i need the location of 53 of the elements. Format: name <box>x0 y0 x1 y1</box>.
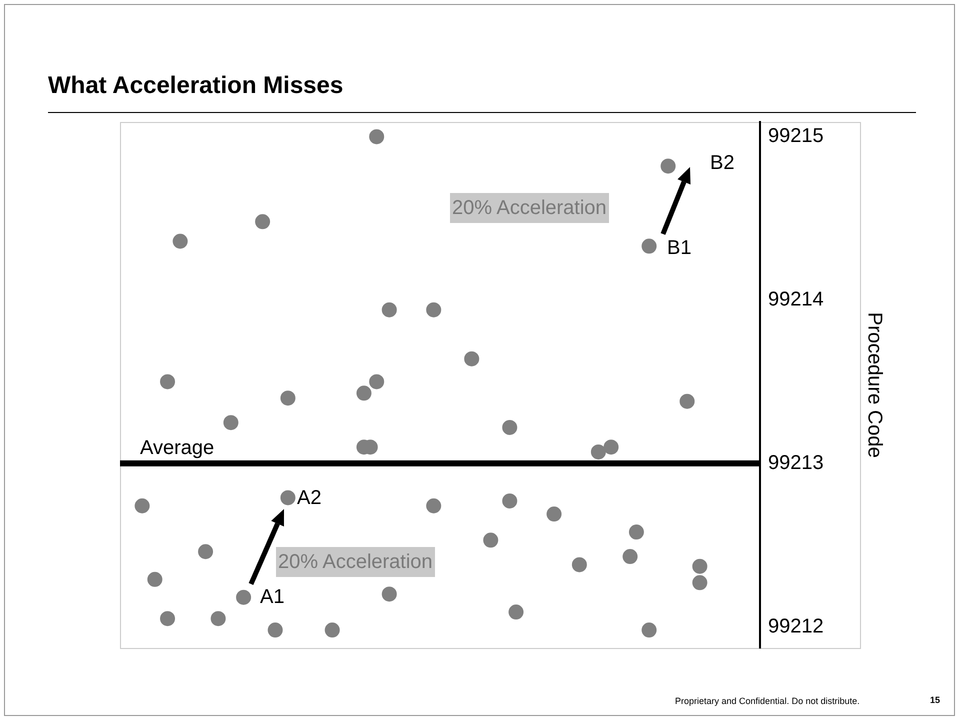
point <box>280 390 296 406</box>
point <box>223 415 238 430</box>
point <box>172 234 188 249</box>
annotation: 20% Acceleration <box>276 547 435 577</box>
point <box>324 622 340 638</box>
annotation: A2 <box>297 486 322 510</box>
point <box>642 622 657 638</box>
annotation: B2 <box>710 151 734 175</box>
point <box>622 549 638 564</box>
point <box>502 420 518 435</box>
point <box>680 394 695 409</box>
point <box>483 532 498 548</box>
text: 15 <box>930 695 940 705</box>
point <box>502 493 518 508</box>
point <box>426 302 442 318</box>
y-tick-label: 99213 <box>768 452 824 474</box>
point <box>147 572 162 587</box>
y-tick-label: 99214 <box>768 288 824 311</box>
point <box>134 498 150 514</box>
annotation: A1 <box>260 585 284 609</box>
point <box>508 604 524 620</box>
point <box>198 544 214 560</box>
point <box>426 498 442 514</box>
point <box>590 444 606 460</box>
point <box>572 557 587 572</box>
point <box>660 158 676 174</box>
chart-title: What Acceleration Misses <box>48 72 344 100</box>
point <box>255 214 270 230</box>
ref-line-label: Average <box>140 436 214 459</box>
point <box>369 374 384 390</box>
point <box>236 590 252 605</box>
point <box>642 238 657 254</box>
point <box>692 558 708 574</box>
point <box>268 622 283 638</box>
point <box>369 129 384 144</box>
y-axis-title: Procedure Code <box>863 312 886 458</box>
point <box>356 386 372 401</box>
point <box>382 586 397 602</box>
point <box>692 575 708 590</box>
point <box>464 351 480 366</box>
point <box>546 506 562 522</box>
annotation: 20% Acceleration <box>450 193 609 223</box>
text: Proprietary and Confidential. Do not distribute. <box>675 696 860 706</box>
y-tick-label: 99212 <box>768 615 824 638</box>
point <box>160 374 176 390</box>
point <box>604 440 619 455</box>
point <box>628 524 644 540</box>
y-tick-label: 99215 <box>768 125 824 148</box>
point <box>382 302 397 318</box>
point <box>280 490 296 506</box>
point <box>160 611 176 626</box>
point <box>210 611 226 626</box>
annotation: B1 <box>667 236 692 260</box>
